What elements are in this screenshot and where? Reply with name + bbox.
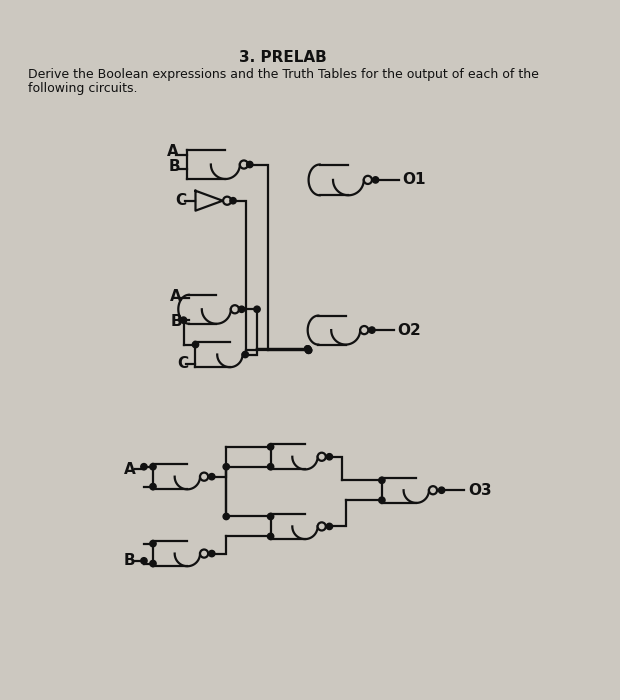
Circle shape — [200, 550, 208, 558]
Circle shape — [267, 444, 274, 450]
Circle shape — [306, 347, 312, 354]
Circle shape — [429, 486, 437, 494]
Text: C: C — [177, 356, 188, 371]
Circle shape — [150, 484, 156, 490]
Circle shape — [141, 558, 147, 564]
Circle shape — [304, 346, 311, 352]
Circle shape — [150, 540, 156, 547]
Text: following circuits.: following circuits. — [28, 82, 138, 95]
Circle shape — [192, 342, 198, 348]
Text: O1: O1 — [402, 172, 426, 188]
Circle shape — [242, 351, 249, 358]
Circle shape — [317, 453, 326, 461]
Text: O2: O2 — [397, 323, 421, 337]
Text: A: A — [170, 289, 182, 304]
Text: B: B — [169, 159, 180, 174]
Circle shape — [150, 463, 156, 470]
Circle shape — [267, 513, 274, 519]
Circle shape — [223, 197, 231, 205]
Text: Derive the Boolean expressions and the Truth Tables for the output of each of th: Derive the Boolean expressions and the T… — [28, 68, 539, 80]
Circle shape — [200, 473, 208, 481]
Circle shape — [379, 497, 385, 503]
Circle shape — [373, 176, 379, 183]
Text: 3. PRELAB: 3. PRELAB — [239, 50, 327, 64]
Circle shape — [267, 463, 274, 470]
Text: C: C — [175, 193, 187, 208]
Circle shape — [254, 306, 260, 312]
Circle shape — [223, 513, 229, 519]
Circle shape — [326, 454, 332, 460]
Text: B: B — [170, 314, 182, 330]
Circle shape — [247, 162, 253, 168]
Circle shape — [231, 305, 239, 314]
Circle shape — [364, 176, 372, 184]
Circle shape — [369, 327, 375, 333]
Circle shape — [360, 326, 368, 334]
Circle shape — [180, 317, 187, 323]
Circle shape — [240, 160, 248, 169]
Text: A: A — [167, 144, 179, 160]
Text: B: B — [123, 553, 135, 568]
Circle shape — [326, 524, 332, 530]
Circle shape — [223, 463, 229, 470]
Circle shape — [267, 533, 274, 540]
Circle shape — [208, 473, 215, 480]
Circle shape — [306, 347, 312, 354]
Circle shape — [304, 346, 311, 352]
Circle shape — [230, 197, 236, 204]
Text: A: A — [123, 462, 135, 477]
Circle shape — [150, 561, 156, 567]
Circle shape — [317, 522, 326, 531]
Circle shape — [141, 463, 147, 470]
Circle shape — [239, 306, 245, 312]
Text: O3: O3 — [468, 483, 492, 498]
Circle shape — [438, 487, 445, 494]
Circle shape — [379, 477, 385, 484]
Circle shape — [208, 550, 215, 556]
